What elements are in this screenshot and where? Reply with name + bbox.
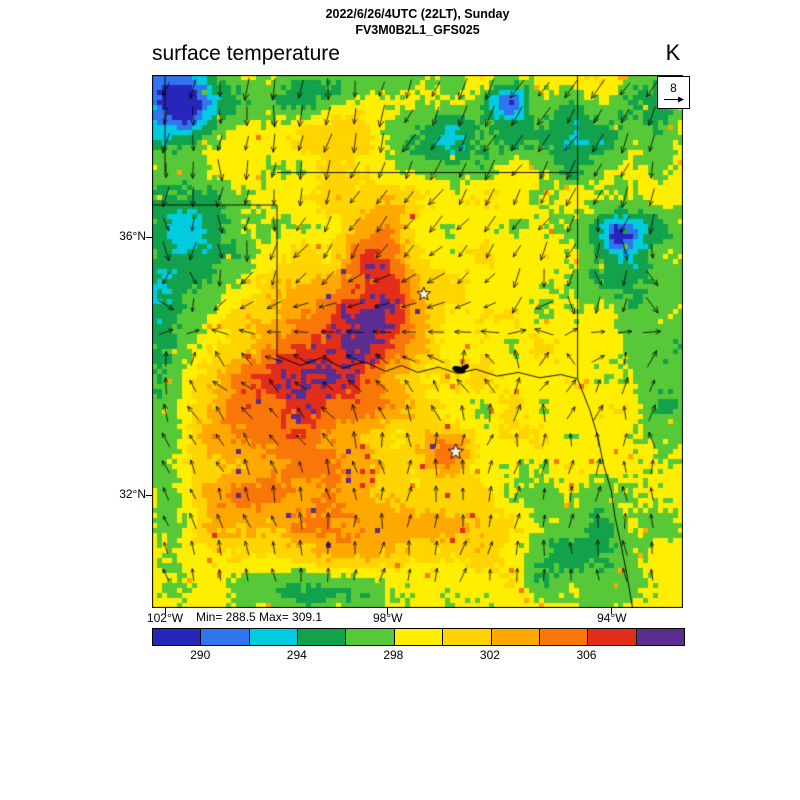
lat-tick-label: 32°N [119, 487, 146, 501]
temperature-map-canvas [152, 75, 683, 608]
lat-tick-mark [146, 494, 152, 496]
colorbar-tick-label: 302 [479, 648, 500, 662]
figure-header: 2022/6/26/4UTC (22LT), Sunday FV3M0B2L1_… [152, 6, 683, 38]
map-plot-area [152, 75, 683, 608]
colorbar-tick-label: 298 [383, 648, 404, 662]
colorbar-segment [201, 629, 250, 645]
lon-tick-mark [387, 608, 389, 614]
colorbar-segment [394, 629, 444, 645]
lat-tick-label: 36°N [119, 229, 146, 244]
colorbar-segment [491, 629, 540, 645]
colorbar-segment [346, 629, 395, 645]
colorbar-tick-label: 306 [576, 648, 597, 662]
lon-tick-mark [164, 608, 166, 614]
colorbar [152, 628, 685, 646]
colorbar-ticks: 290 294 298 302 306 [152, 648, 683, 664]
colorbar-segment [153, 629, 202, 645]
colorbar-tick-label: 290 [190, 648, 211, 662]
lat-tick-mark [146, 236, 152, 238]
colorbar-segment [443, 629, 492, 645]
header-datetime: 2022/6/26/4UTC (22LT), Sunday [325, 7, 510, 21]
colorbar-segment [539, 629, 589, 645]
unit-label: K [665, 40, 681, 65]
lon-tick-label: 94°W [597, 611, 627, 625]
colorbar-segment [298, 629, 347, 645]
colorbar-segment [636, 629, 684, 645]
lon-tick-mark [611, 608, 613, 614]
reference-vector-value: 8 [670, 80, 677, 95]
colorbar-segment [588, 629, 637, 645]
colorbar-segment [249, 629, 299, 645]
lon-tick-label: 102°W [146, 611, 184, 625]
lon-tick-label: 98°W [373, 611, 403, 625]
minmax-stats: Min= 288.5 Max= 309.1 [196, 610, 323, 624]
reference-arrow-icon [663, 96, 684, 102]
colorbar-tick-label: 294 [286, 648, 307, 662]
header-model-run: FV3M0B2L1_GFS025 [355, 23, 480, 37]
plot-title: surface temperature [152, 42, 340, 65]
reference-vector-box: 8 [657, 76, 690, 109]
